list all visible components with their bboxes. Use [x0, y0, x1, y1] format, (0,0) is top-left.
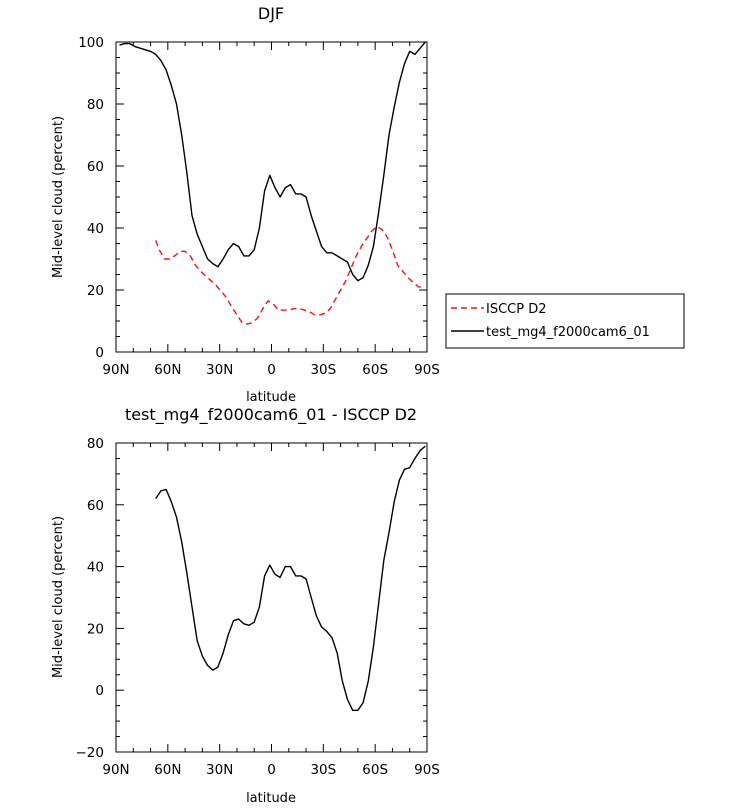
- top-panel-title: DJF: [258, 4, 284, 23]
- bottom-plot-frame: [115, 442, 428, 753]
- legend-isccp-label: ISCCP D2: [486, 302, 547, 317]
- bottom-x-axis-label: latitude: [246, 791, 296, 806]
- top-y-axis-label: Mid-level cloud (percent): [51, 116, 66, 278]
- top-x-tick-label: 60N: [154, 362, 181, 378]
- legend-box: [445, 293, 685, 349]
- bottom-y-tick-label: 60: [87, 498, 104, 514]
- top-x-tick-label: 0: [267, 362, 276, 378]
- bottom-x-tick-label: 60S: [362, 762, 388, 778]
- bottom-y-tick-label: 0: [95, 683, 104, 699]
- top-x-axis-label: latitude: [246, 390, 296, 405]
- bottom-x-tick-label: 30N: [206, 762, 233, 778]
- bottom-x-tick-label: 90N: [102, 762, 129, 778]
- bottom-series-line-1: [155, 445, 426, 711]
- bottom-x-tick-label: 60N: [154, 762, 181, 778]
- top-y-tick-label: 100: [78, 35, 104, 51]
- bottom-y-axis-label: Mid-level cloud (percent): [51, 516, 66, 678]
- top-y-tick-label: 80: [87, 97, 104, 113]
- top-x-tick-label: 90N: [102, 362, 129, 378]
- top-panel: DJF 90N 60N 30N 0 30S 60S 90S 0 20 40 60 80 100 lati…: [51, 4, 440, 405]
- bottom-x-tick-label: 0: [267, 762, 276, 778]
- top-series-line-1: [155, 225, 424, 325]
- top-x-tick-label: 90S: [414, 362, 440, 378]
- bottom-y-tick-label: −20: [76, 745, 105, 761]
- top-y-tick-label: 0: [95, 345, 104, 361]
- top-series-line-2: [119, 41, 426, 282]
- top-x-tick-label: 30S: [310, 362, 336, 378]
- top-y-tick-label: 40: [87, 221, 104, 237]
- bottom-panel-title: test_mg4_f2000cam6_01 - ISCCP D2: [125, 405, 417, 425]
- legend: ISCCP D2 test_mg4_f2000cam6_01: [445, 293, 685, 349]
- top-y-tick-label: 60: [87, 159, 104, 175]
- bottom-x-tick-label: 90S: [414, 762, 440, 778]
- top-x-tick-label: 30N: [206, 362, 233, 378]
- top-y-tick-label: 20: [87, 283, 104, 299]
- top-x-tick-label: 60S: [362, 362, 388, 378]
- bottom-x-tick-label: 30S: [310, 762, 336, 778]
- bottom-y-tick-label: 80: [87, 436, 104, 452]
- bottom-y-tick-label: 20: [87, 621, 104, 637]
- legend-test-label: test_mg4_f2000cam6_01: [486, 325, 650, 340]
- bottom-y-tick-label: 40: [87, 560, 104, 576]
- bottom-panel: test_mg4_f2000cam6_01 - ISCCP D2 90N 60N 3…: [51, 405, 440, 806]
